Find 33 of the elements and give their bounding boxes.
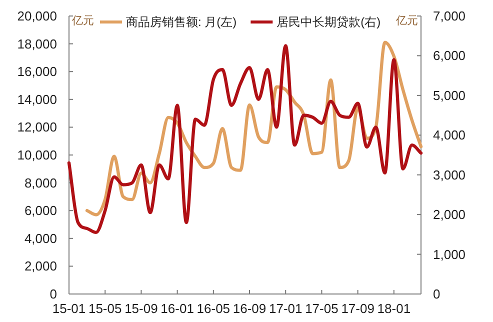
legend-label: 居民中长期贷款(右) (276, 15, 381, 29)
x-tick-label: 18-01 (377, 301, 411, 316)
legend-label: 商品房销售额: 月(左) (126, 15, 237, 29)
y2-tick-label: 1,000 (433, 246, 466, 262)
y2-tick-label: 4,000 (433, 128, 466, 143)
y2-axis-title: 亿元 (395, 15, 418, 27)
y-tick-label: 0 (50, 286, 57, 302)
y-tick-label: 14,000 (17, 92, 57, 107)
y-tick-label: 20,000 (17, 8, 57, 24)
y-tick-label: 10,000 (17, 148, 57, 162)
y-tick-label: 6,000 (24, 203, 57, 218)
y2-tick-label: 0 (433, 286, 440, 302)
y2-tick-label: 6,000 (433, 48, 466, 64)
x-tick-label: 16-01 (160, 301, 194, 316)
x-tick-label: 16-09 (232, 301, 266, 316)
x-tick-label: 15-09 (124, 301, 158, 316)
x-tick-label: 17-05 (305, 301, 338, 316)
y-tick-label: 12,000 (17, 120, 57, 135)
x-tick-label: 17-09 (341, 301, 374, 316)
y2-tick-label: 7,000 (433, 8, 466, 24)
y2-tick-label: 5,000 (433, 88, 466, 103)
y-tick-label: 16,000 (17, 64, 57, 80)
x-tick-label: 16-05 (196, 301, 230, 316)
x-tick-label: 17-01 (268, 301, 302, 316)
x-tick-label: 15-05 (88, 301, 122, 316)
y-axis-title: 亿元 (71, 15, 94, 27)
y2-tick-label: 2,000 (433, 207, 466, 222)
y-tick-label: 2,000 (24, 258, 57, 274)
y-tick-label: 18,000 (17, 36, 57, 52)
y2-tick-label: 3,000 (433, 167, 466, 182)
y-tick-label: 8,000 (24, 175, 57, 190)
y-tick-label: 4,000 (24, 230, 57, 246)
x-tick-label: 15-01 (52, 301, 86, 316)
